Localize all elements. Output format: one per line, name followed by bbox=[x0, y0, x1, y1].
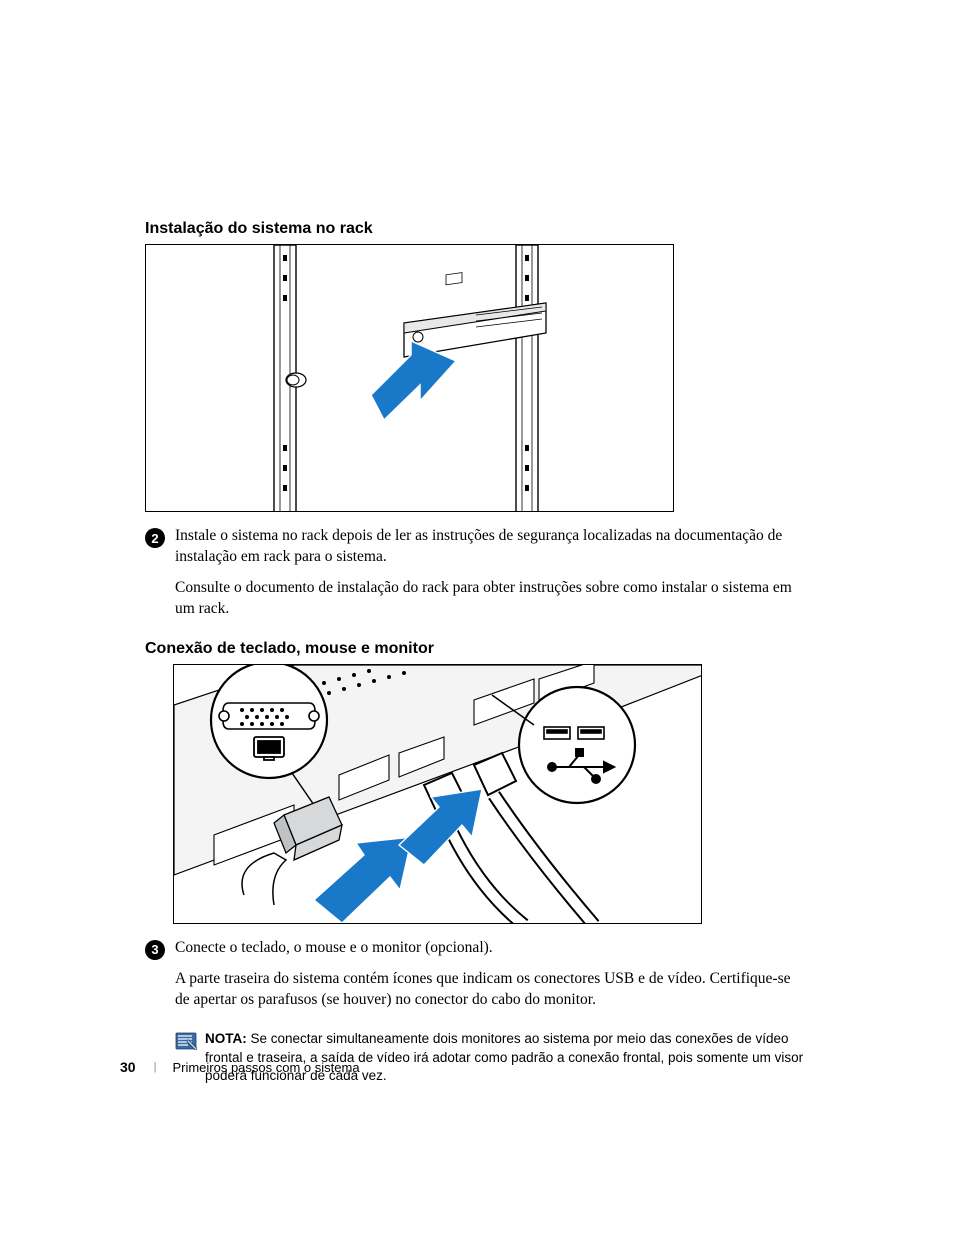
connect-kvm-svg bbox=[174, 665, 702, 924]
figure-connect-kvm bbox=[173, 664, 702, 924]
figure-rack-install bbox=[145, 244, 674, 512]
step-3: 3 Conecte o teclado, o mouse e o monitor… bbox=[145, 938, 809, 1021]
note-text: NOTA: Se conectar simultaneamente dois m… bbox=[205, 1030, 809, 1085]
step-3-text: Conecte o teclado, o mouse e o monitor (… bbox=[175, 938, 795, 1021]
step-3-p2: A parte traseira do sistema contém ícone… bbox=[175, 969, 795, 1011]
rack-install-svg bbox=[146, 245, 674, 512]
note-icon bbox=[175, 1032, 197, 1050]
step-3-p1: Conecte o teclado, o mouse e o monitor (… bbox=[175, 938, 795, 959]
footer-separator: | bbox=[154, 1061, 157, 1073]
section1-heading: Instalação do sistema no rack bbox=[145, 220, 809, 238]
step-2-p2: Consulte o documento de instalação do ra… bbox=[175, 578, 795, 620]
page: Instalação do sistema no rack bbox=[0, 0, 954, 1235]
step-2-bullet: 2 bbox=[145, 528, 165, 548]
step-3-bullet: 3 bbox=[145, 940, 165, 960]
footer-title: Primeiros passos com o sistema bbox=[172, 1060, 359, 1075]
page-footer: 30 | Primeiros passos com o sistema bbox=[120, 1059, 360, 1075]
step-2-p1: Instale o sistema no rack depois de ler … bbox=[175, 526, 795, 568]
section2-heading: Conexão de teclado, mouse e monitor bbox=[145, 640, 809, 658]
page-number: 30 bbox=[120, 1059, 136, 1075]
step-2: 2 Instale o sistema no rack depois de le… bbox=[145, 526, 809, 630]
note-body: Se conectar simultaneamente dois monitor… bbox=[205, 1031, 803, 1082]
note: NOTA: Se conectar simultaneamente dois m… bbox=[175, 1030, 809, 1085]
note-label: NOTA: bbox=[205, 1031, 247, 1046]
step-2-text: Instale o sistema no rack depois de ler … bbox=[175, 526, 795, 630]
